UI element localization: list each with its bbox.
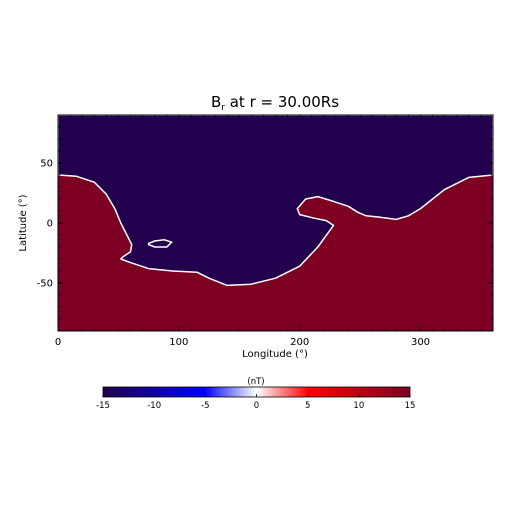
colorbar-label: (nT)	[247, 377, 264, 387]
colorbar-tick-label: -15	[96, 401, 110, 411]
y-axis-label: Latitude (°)	[18, 194, 29, 251]
x-tick-label: 0	[55, 337, 61, 348]
colorbar-tick-label: 15	[405, 401, 416, 411]
colorbar-tick-label: 10	[353, 401, 364, 411]
chart-title: Br at r = 30.00Rs	[211, 93, 339, 113]
y-tick-label: 0	[47, 219, 53, 230]
colorbar-tick-label: 0	[254, 401, 259, 411]
x-tick-label: 300	[411, 337, 430, 348]
colorbar-tick-label: -5	[201, 401, 209, 411]
y-tick-label: 50	[40, 159, 53, 170]
x-tick-label: 100	[169, 337, 188, 348]
plot-area	[58, 115, 493, 331]
y-tick-label: -50	[37, 279, 53, 290]
x-tick-label: 200	[290, 337, 309, 348]
x-axis-label: Longitude (°)	[242, 349, 308, 360]
colorbar-tick-label: -10	[147, 401, 161, 411]
colorbar-tick-label: 5	[305, 401, 310, 411]
negative-polarity-island	[147, 239, 173, 248]
